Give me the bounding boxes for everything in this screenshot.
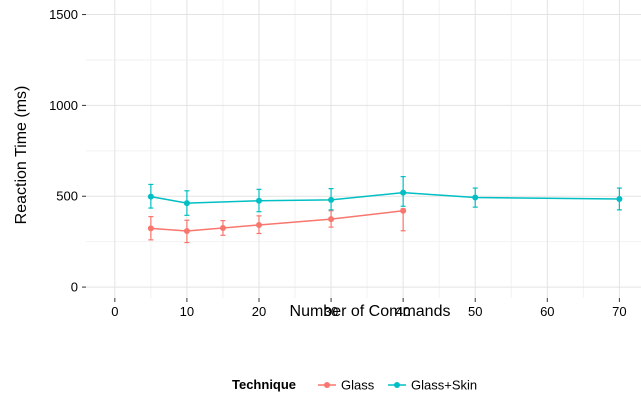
x-tick-label: 30 [324,304,338,319]
data-point [147,193,154,200]
data-point [400,207,407,214]
series-line [150,191,620,204]
data-point [616,195,623,202]
data-point [255,221,262,228]
data-point [255,197,262,204]
y-tick-label: 1500 [49,7,78,22]
x-tick-label: 20 [252,304,266,319]
legend-key-point [394,382,400,388]
x-tick-label: 40 [396,304,410,319]
grid [86,0,641,298]
y-tick-label: 1000 [49,98,78,113]
axes: 0 10 20 30 40 50 60 70 0 500 1000 1500 [49,7,627,319]
data-point [328,196,335,203]
x-tick-label: 10 [180,304,194,319]
x-tick-label: 0 [111,304,118,319]
legend-key-point [324,382,330,388]
data-point [328,216,335,223]
data-point [219,225,226,232]
x-axis-title: Number of Commands [290,303,451,320]
data-point [400,189,407,196]
series-line [150,210,404,232]
y-tick-label: 0 [71,280,78,295]
series-glass [147,207,407,244]
data-point [183,227,190,234]
legend-label: Glass+Skin [411,378,477,393]
legend-title: Technique [232,377,296,392]
legend: Technique Glass Glass+Skin [232,377,477,393]
x-tick-label: 60 [540,304,554,319]
legend-items: Glass Glass+Skin [318,378,477,393]
y-tick-label: 500 [56,189,78,204]
legend-label: Glass [341,378,375,393]
y-axis-title: Reaction Time (ms) [13,86,30,225]
data-point [472,194,479,201]
x-tick-label: 70 [612,304,626,319]
x-tick-label: 50 [468,304,482,319]
series-glass-skin [147,176,623,216]
legend-item: Glass+Skin [388,378,477,393]
series-layer [147,176,623,244]
legend-item: Glass [318,378,375,393]
data-point [183,200,190,207]
data-point [147,225,154,232]
